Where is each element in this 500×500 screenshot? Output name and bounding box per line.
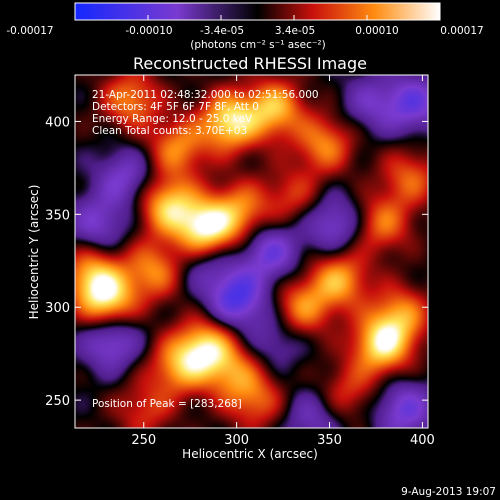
- colorbar-tick-label: -0.00010: [125, 25, 172, 37]
- annotation-time: 21-Apr-2011 02:48:32.000 to 02:51:56.000: [92, 89, 319, 101]
- x-axis-label: Heliocentric X (arcsec): [182, 447, 318, 461]
- chart-title: Reconstructed RHESSI Image: [133, 54, 367, 73]
- y-axis-label: Heliocentric Y (arcsec): [27, 185, 41, 320]
- colorbar-units-label: (photons cm⁻² s⁻¹ asec⁻²): [190, 39, 325, 51]
- colorbar-tick-label: -0.00017: [6, 25, 53, 37]
- colorbar-tick-label: 3.4e-05: [275, 25, 315, 37]
- y-tick-label: 250: [45, 394, 70, 409]
- x-tick-label: 250: [131, 433, 156, 448]
- colorbar-tick-label: 0.00010: [355, 25, 398, 37]
- y-tick-label: 350: [45, 208, 70, 223]
- y-tick-label: 300: [45, 301, 70, 316]
- x-tick-label: 350: [317, 433, 342, 448]
- colorbar-tick-label: 0.00017: [440, 25, 483, 37]
- annotation-peak: Position of Peak = [283,268]: [92, 398, 242, 410]
- y-tick-label: 400: [45, 115, 70, 130]
- annotation-clean: Clean Total counts: 3.70E+03: [92, 125, 247, 137]
- annotation-detectors: Detectors: 4F 5F 6F 7F 8F, Att 0: [92, 101, 259, 113]
- colorbar-tick-labels: -0.00017 -0.00010 -3.4e-05 3.4e-05 0.000…: [6, 25, 483, 37]
- annotation-energy: Energy Range: 12.0 - 25.0 keV: [92, 113, 253, 125]
- x-tick-label: 400: [410, 433, 435, 448]
- colorbar-tick-label: -3.4e-05: [200, 25, 244, 37]
- colorbar: [75, 3, 440, 20]
- footer-date: 9-Aug-2013 19:07: [401, 486, 496, 498]
- x-tick-label: 300: [224, 433, 249, 448]
